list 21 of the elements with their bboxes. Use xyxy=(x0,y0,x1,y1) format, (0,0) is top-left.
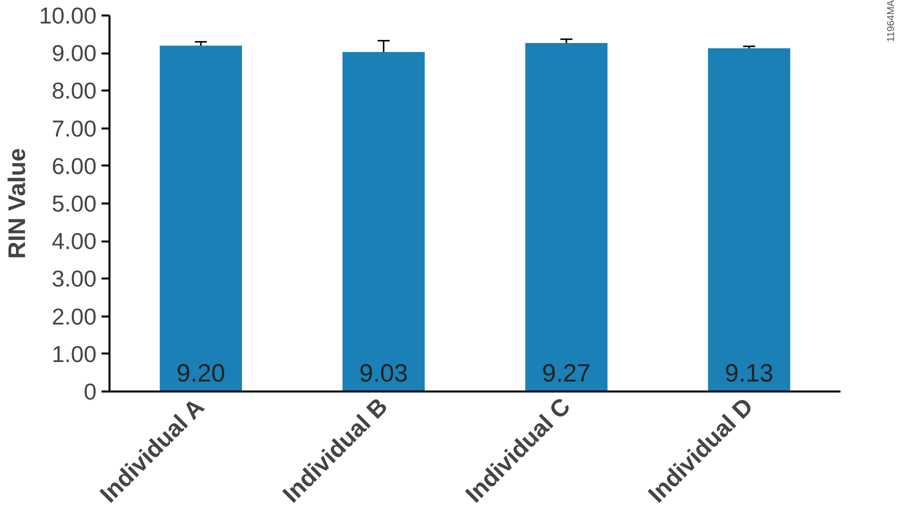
bar xyxy=(342,52,425,392)
y-tick-label: 7.00 xyxy=(52,115,96,142)
y-tick-label: 10.00 xyxy=(38,2,97,28)
bar xyxy=(525,42,608,392)
data-label: 9.03 xyxy=(359,359,408,388)
y-tick-label: 2.00 xyxy=(52,303,96,330)
y-tick-label: 6.00 xyxy=(52,152,96,179)
text: 11964MA xyxy=(885,0,898,42)
y-tick-label: 8.00 xyxy=(52,78,96,104)
bar xyxy=(708,48,790,392)
y-tick-label: 0 xyxy=(84,378,97,404)
y-tick-label: 1.00 xyxy=(52,340,96,367)
bar xyxy=(160,46,242,392)
data-label: 9.13 xyxy=(724,359,774,388)
y-tick-label: 5.00 xyxy=(52,190,96,216)
y-axis-title: RIN Value xyxy=(4,148,31,259)
y-tick-label: 3.00 xyxy=(52,266,96,292)
data-label: 9.27 xyxy=(542,359,591,388)
y-tick-label: 4.00 xyxy=(52,228,96,254)
y-tick-label: 9.00 xyxy=(52,40,96,66)
data-label: 9.20 xyxy=(176,359,226,388)
